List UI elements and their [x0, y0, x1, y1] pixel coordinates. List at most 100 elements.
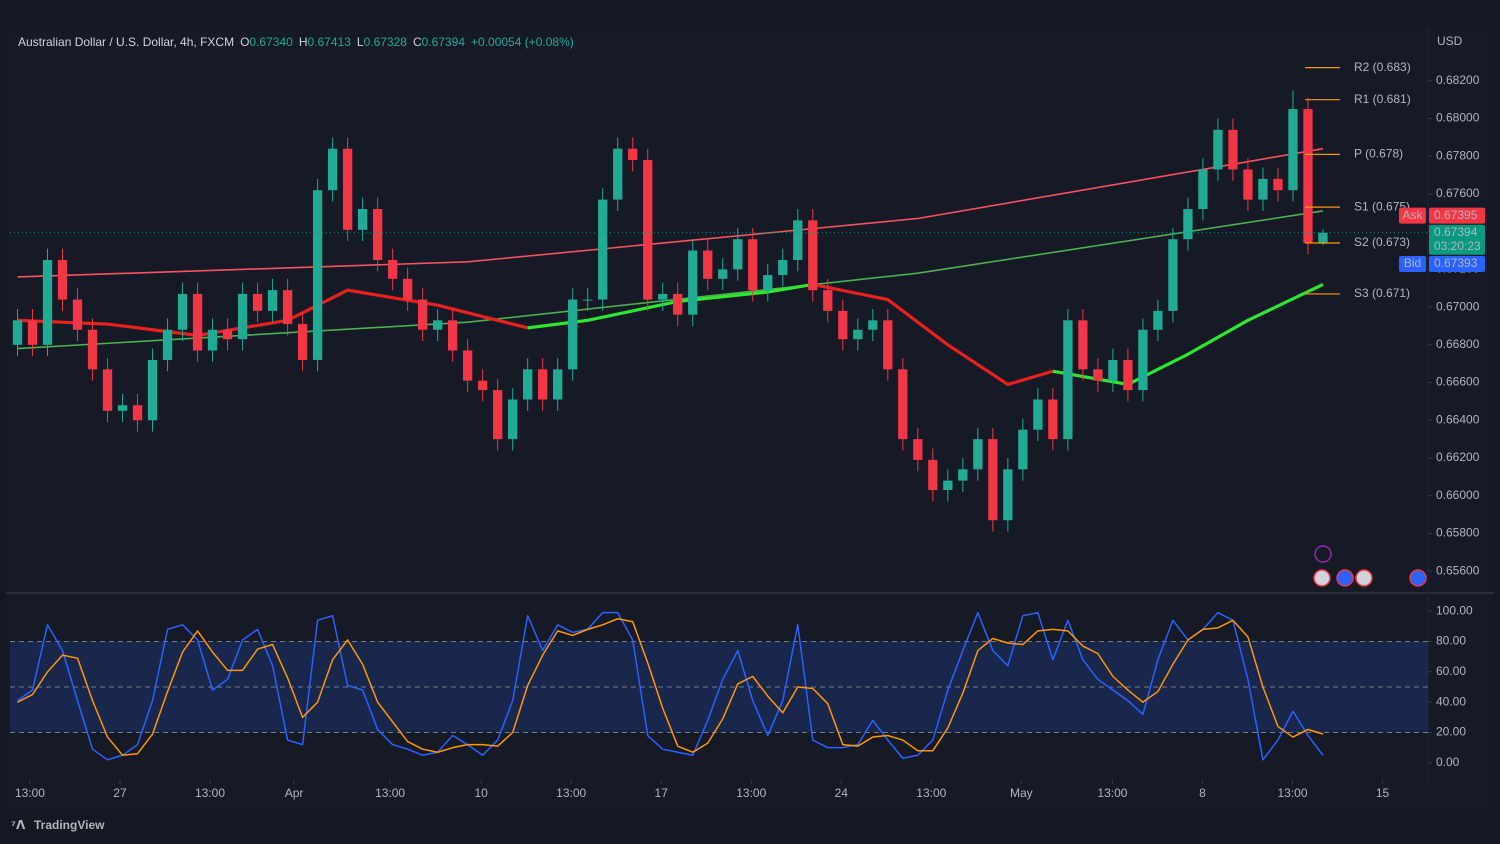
candle-body: [27, 320, 38, 345]
candle-body: [1018, 429, 1028, 470]
chart-frame: [6, 26, 1494, 814]
y-tick-label: 20.00: [1436, 725, 1466, 739]
candle-body: [432, 320, 443, 330]
x-tick-label: 17: [655, 786, 669, 800]
candle-body: [357, 209, 368, 230]
candle-body: [1183, 209, 1193, 240]
price-tag-name-box: [1399, 207, 1426, 224]
candle-body: [207, 329, 218, 351]
candle-body: [297, 324, 308, 360]
candle-body: [583, 299, 593, 301]
y-tick-label: 0.66400: [1436, 412, 1480, 426]
event-icon[interactable]: [1314, 545, 1332, 563]
candle-body: [1228, 129, 1238, 170]
candle-body: [177, 293, 188, 330]
candle-body: [643, 160, 653, 300]
moving-average: [812, 282, 1054, 387]
price-tag: [1429, 224, 1485, 255]
candle-body: [838, 310, 848, 340]
candle-body: [988, 439, 998, 521]
event-icon[interactable]: [1336, 569, 1354, 587]
candle-body: [372, 209, 383, 260]
price-tag-name-box: [1399, 255, 1426, 272]
candle-body: [883, 320, 893, 370]
candle-body: [508, 399, 518, 440]
candle-body: [568, 299, 578, 370]
candle-body: [402, 278, 413, 300]
y-tick-label: 0.66200: [1436, 450, 1480, 464]
candle-body: [252, 293, 263, 311]
candle-body: [763, 275, 773, 291]
moving-average: [1052, 283, 1324, 387]
candle-body: [1288, 109, 1298, 191]
candle-body: [493, 390, 503, 440]
event-icon[interactable]: [1313, 569, 1331, 587]
y-tick-label: 60.00: [1436, 664, 1466, 678]
candle-body: [538, 369, 548, 400]
price-tag-value: 0.67395: [1434, 208, 1478, 222]
candle-body: [1318, 232, 1328, 243]
y-tick-label: 0.00: [1436, 755, 1460, 769]
candle-body: [868, 320, 878, 330]
pivot-label: R2 (0.683): [1354, 60, 1411, 74]
y-tick-label: 40.00: [1436, 694, 1466, 708]
candle-body: [523, 369, 533, 400]
candle-body: [1213, 129, 1223, 170]
y-tick-label: 0.65600: [1436, 563, 1480, 577]
candle-body: [1303, 109, 1313, 243]
candle-body: [1093, 369, 1103, 381]
candle-body: [778, 259, 788, 276]
candle-body: [448, 320, 458, 351]
candle-body: [327, 148, 338, 191]
candle-body: [823, 290, 833, 311]
candle-body: [463, 350, 473, 381]
event-icon[interactable]: [1355, 569, 1373, 587]
candle-body: [12, 320, 23, 345]
candle-body: [1123, 359, 1133, 391]
y-tick-label: 100.00: [1436, 603, 1473, 617]
candle-body: [267, 290, 278, 311]
x-tick-label: 13:00: [556, 786, 586, 800]
candle-body: [417, 299, 428, 330]
candle-body: [1108, 359, 1118, 381]
event-icon[interactable]: [1409, 569, 1427, 587]
x-tick-label: May: [1010, 786, 1033, 800]
candle-body: [973, 439, 983, 470]
x-tick-label: 27: [113, 786, 127, 800]
candle-body: [958, 469, 968, 481]
candle-body: [87, 329, 98, 370]
candle-body: [1078, 320, 1088, 370]
candle-body: [1198, 169, 1208, 210]
candle-body: [853, 329, 863, 340]
y-tick-label: 0.65800: [1436, 526, 1480, 540]
candle-body: [613, 148, 623, 200]
event-icons: [1313, 545, 1427, 587]
candle-body: [312, 190, 323, 360]
candle-body: [688, 250, 698, 315]
ohlc-value: 0.67413: [307, 35, 351, 49]
change-value: +0.00054 (+0.08%): [471, 35, 574, 49]
candle-body: [1138, 329, 1148, 391]
chart-header: Australian Dollar / U.S. Dollar, 4h, FXC…: [18, 35, 574, 49]
x-tick-label: 15: [1376, 786, 1390, 800]
candle-body: [943, 480, 953, 491]
candle-body: [658, 293, 668, 300]
ohlc-value: 0.67340: [249, 35, 293, 49]
candle-body: [928, 459, 938, 491]
candle-body: [748, 239, 758, 291]
candle-body: [192, 293, 203, 351]
oscillator-line: [17, 611, 1324, 761]
candle-body: [72, 299, 83, 330]
candle-body: [673, 293, 683, 315]
band: [10, 641, 1428, 733]
candle-body: [147, 359, 158, 421]
candle-body: [132, 405, 143, 421]
y-tick-label: 0.68200: [1436, 73, 1480, 87]
candle-body: [628, 148, 638, 161]
ohlc-value: 0.67394: [422, 35, 466, 49]
candle-body: [1273, 178, 1283, 191]
x-tick-label: 13:00: [195, 786, 225, 800]
candle-body: [1003, 469, 1013, 521]
brand-logo: ⁷ᐱ: [11, 818, 26, 832]
x-tick-label: 13:00: [916, 786, 946, 800]
